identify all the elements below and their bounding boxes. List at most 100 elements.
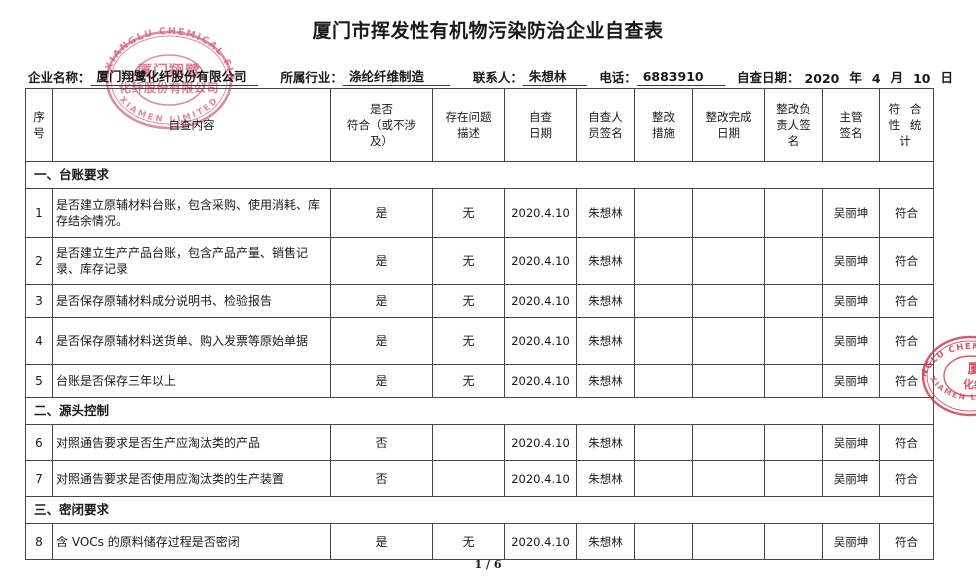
cell-compliance: 是	[330, 317, 433, 365]
company-label: 企业名称：	[28, 70, 91, 85]
cell-correction-owner	[764, 523, 823, 560]
cell-compliance-statistics: 符合	[879, 284, 934, 318]
cell-correction-owner	[764, 284, 823, 318]
cell-supervisor-signature: 吴丽坤	[822, 364, 880, 398]
cell-selfcheck-date: 2020.4.10	[504, 523, 577, 560]
cell-index: 3	[25, 284, 53, 318]
column-header-supervisor-signature: 主管 签名	[822, 88, 880, 162]
table-row: 6 对照通告要求是否生产应淘汰类的产品 否 2020.4.10 朱想林 吴丽坤 …	[25, 424, 934, 461]
table-row: 3 是否保存原辅材料成分说明书、检验报告 是 无 2020.4.10 朱想林 吴…	[25, 284, 934, 318]
cell-compliance: 是	[330, 523, 433, 560]
column-header-statistics-line1: 符 合	[888, 102, 925, 116]
column-header-inspector-line2: 员签名	[588, 126, 623, 140]
column-header-selfcheck-date-line2: 日期	[529, 126, 552, 140]
section-header-row: 一、台账要求	[25, 161, 934, 189]
selfcheck-date-day-unit: 日	[940, 70, 953, 85]
cell-compliance-statistics: 符合	[879, 424, 934, 461]
table-row: 4 是否保存原辅材料送货单、购入发票等原始单据 是 无 2020.4.10 朱想…	[25, 317, 934, 365]
selfcheck-date-month: 4	[871, 71, 881, 86]
cell-corrective-measure	[634, 237, 693, 285]
selfcheck-date-day: 10	[913, 71, 931, 86]
cell-compliance-statistics: 符合	[879, 237, 934, 285]
cell-inspector-signature: 朱想林	[576, 460, 635, 497]
cell-problem: 无	[432, 523, 505, 560]
cell-corrective-measure	[634, 364, 693, 398]
cell-problem	[432, 460, 505, 497]
industry-label: 所属行业：	[280, 70, 343, 85]
industry-value: 涤纶纤维制造	[342, 69, 450, 86]
column-header-correction-owner-line3: 名	[787, 134, 800, 148]
cell-inspector-signature: 朱想林	[576, 317, 635, 365]
cell-inspector-signature: 朱想林	[576, 284, 635, 318]
cell-index: 5	[25, 364, 53, 398]
cell-problem: 无	[432, 284, 505, 318]
column-header-problem-line2: 描述	[457, 126, 480, 140]
column-header-index-line2: 号	[33, 126, 45, 140]
cell-compliance: 是	[330, 284, 433, 318]
cell-compliance-statistics: 符合	[879, 317, 934, 365]
phone-value: 6883910	[636, 69, 725, 86]
column-header-problem-line1: 存在问题	[445, 110, 492, 124]
column-header-content: 自查内容	[52, 88, 331, 162]
cell-problem: 无	[432, 188, 505, 238]
table-row: 2 是否建立生产产品台账，包含产品产量、销售记录、库存记录 是 无 2020.4…	[25, 237, 934, 285]
cell-supervisor-signature: 吴丽坤	[822, 424, 880, 461]
phone-label: 电话：	[599, 70, 637, 85]
cell-problem: 无	[432, 364, 505, 398]
cell-compliance: 是	[330, 364, 433, 398]
contact-field: 联系人： 朱想林	[473, 67, 587, 86]
selfcheck-date-year: 2020	[804, 71, 840, 86]
cell-problem: 无	[432, 237, 505, 285]
cell-content: 台账是否保存三年以上	[52, 364, 331, 398]
column-header-problem: 存在问题 描述	[432, 88, 505, 162]
column-header-inspector-signature: 自查人 员签名	[576, 88, 635, 162]
cell-corrective-measure	[634, 188, 693, 238]
column-header-inspector-line1: 自查人	[588, 110, 623, 124]
cell-content: 含 VOCs 的原料储存过程是否密闭	[52, 523, 331, 560]
cell-selfcheck-date: 2020.4.10	[504, 317, 577, 365]
table-row: 8 含 VOCs 的原料储存过程是否密闭 是 无 2020.4.10 朱想林 吴…	[25, 523, 934, 560]
table-header: 序 号 自查内容 是否 符合（或不涉 及） 存在问题 描述 自查 日期	[25, 88, 934, 162]
cell-corrective-measure	[634, 460, 693, 497]
cell-selfcheck-date: 2020.4.10	[504, 424, 577, 461]
cell-supervisor-signature: 吴丽坤	[822, 317, 880, 365]
cell-inspector-signature: 朱想林	[576, 523, 635, 560]
selfcheck-date-year-unit: 年	[849, 70, 862, 85]
stamp-partial-line1: 厦	[967, 361, 976, 377]
column-header-index: 序 号	[25, 88, 53, 162]
selfcheck-date-label: 自查日期：	[737, 70, 800, 85]
cell-correction-owner	[764, 460, 823, 497]
table-row: 7 对照通告要求是否使用应淘汰类的生产装置 否 2020.4.10 朱想林 吴丽…	[25, 460, 934, 497]
cell-correction-owner	[764, 424, 823, 461]
cell-compliance-statistics: 符合	[879, 364, 934, 398]
cell-correction-date	[692, 424, 765, 461]
column-header-selfcheck-date: 自查 日期	[504, 88, 577, 162]
table-header-row: 序 号 自查内容 是否 符合（或不涉 及） 存在问题 描述 自查 日期	[25, 88, 934, 162]
column-header-statistics-line2: 性 统	[888, 118, 925, 132]
column-header-correction-date-line1: 整改完成	[705, 110, 752, 124]
cell-selfcheck-date: 2020.4.10	[504, 188, 577, 238]
page-title: 厦门市挥发性有机物污染防治企业自查表	[312, 20, 664, 42]
selfcheck-table: 序 号 自查内容 是否 符合（或不涉 及） 存在问题 描述 自查 日期	[25, 88, 934, 560]
cell-index: 8	[25, 523, 53, 560]
table-body: 一、台账要求 1 是否建立原辅材料台账，包含采购、使用消耗、库存结余情况。 是 …	[25, 161, 934, 560]
cell-inspector-signature: 朱想林	[576, 188, 635, 238]
column-header-index-line1: 序	[33, 110, 45, 124]
column-header-measure-line1: 整改	[652, 110, 675, 124]
column-header-selfcheck-date-line1: 自查	[529, 110, 552, 124]
document-meta-line: 企业名称： 厦门翔鹭化纤股份有限公司 所属行业： 涤纶纤维制造 联系人： 朱想林…	[28, 62, 958, 86]
cell-correction-date	[692, 523, 765, 560]
section-header-row: 三、密闭要求	[25, 496, 934, 524]
cell-problem: 无	[432, 317, 505, 365]
cell-compliance: 是	[330, 237, 433, 285]
column-header-correction-owner-line2: 责人签	[776, 118, 811, 132]
cell-selfcheck-date: 2020.4.10	[504, 460, 577, 497]
cell-content: 对照通告要求是否生产应淘汰类的产品	[52, 424, 331, 461]
column-header-statistics-line3: 计	[899, 134, 914, 148]
cell-index: 2	[25, 237, 53, 285]
table-row: 1 是否建立原辅材料台账，包含采购、使用消耗、库存结余情况。 是 无 2020.…	[25, 188, 934, 238]
cell-correction-owner	[764, 317, 823, 365]
cell-compliance-statistics: 符合	[879, 460, 934, 497]
section-header-row: 二、源头控制	[25, 397, 934, 425]
cell-supervisor-signature: 吴丽坤	[822, 284, 880, 318]
